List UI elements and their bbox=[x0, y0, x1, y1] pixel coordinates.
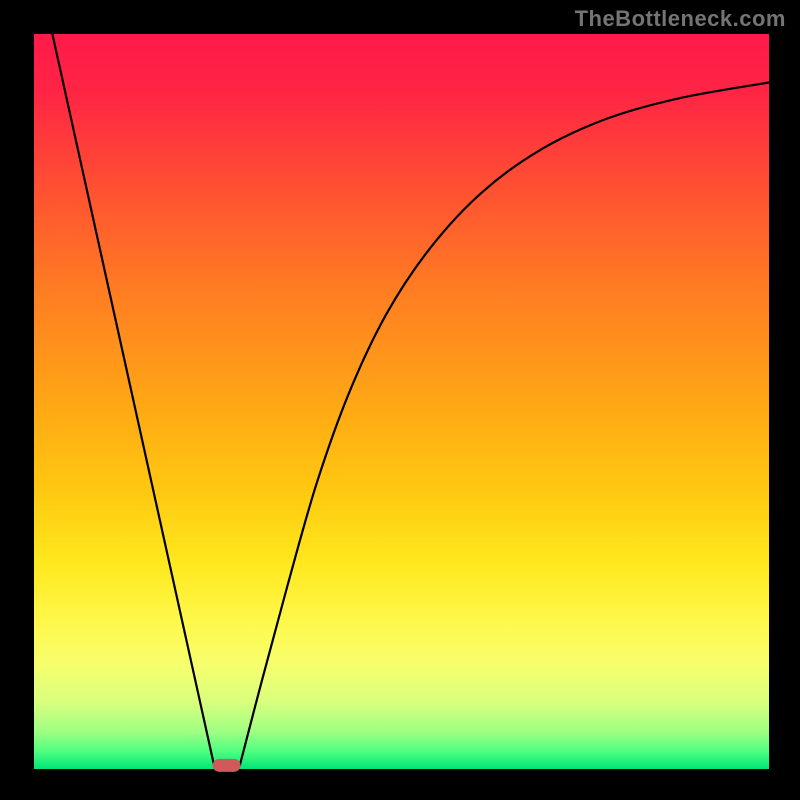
plot-gradient-area bbox=[34, 34, 769, 769]
chart-svg bbox=[0, 0, 800, 800]
marker-pill bbox=[213, 759, 241, 772]
chart-container: TheBottleneck.com bbox=[0, 0, 800, 800]
watermark-text: TheBottleneck.com bbox=[575, 6, 786, 32]
